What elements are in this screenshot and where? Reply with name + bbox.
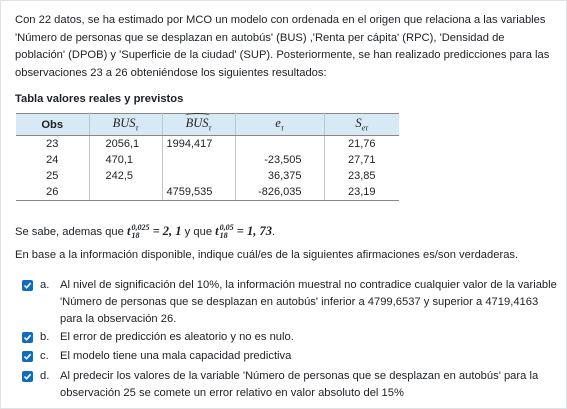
checkbox-d[interactable]	[22, 371, 33, 382]
table-row: 24 470,1 -23,505 27,71	[16, 152, 399, 168]
checkbox-a[interactable]	[22, 280, 33, 291]
table-title: Tabla valores reales y previstos	[15, 93, 184, 105]
table-header-row: Obs BUSτ BUSτ eτ Seτ	[16, 113, 399, 136]
option-letter: d.	[40, 370, 50, 382]
cell-bus	[89, 184, 163, 201]
cell-s: 21,76	[347, 138, 376, 150]
t-value-1: t0,025 18 = 2, 1	[126, 223, 182, 241]
cell-e	[235, 135, 325, 152]
cell-obs: 23	[16, 135, 90, 152]
header-s: Seτ	[324, 113, 399, 136]
header-bus: BUSτ	[89, 113, 163, 136]
header-e: eτ	[235, 113, 325, 136]
table-row: 25 242,5 36,375 23,85	[16, 168, 399, 184]
option-letter: a.	[40, 279, 50, 291]
check-icon	[23, 282, 32, 289]
cell-bus-hat	[162, 168, 236, 184]
cell-s: 27,71	[347, 154, 376, 166]
cell-s: 23,19	[324, 184, 399, 201]
cell-e: -826,035	[235, 184, 325, 201]
option-text: Al predecir los valores de la variable '…	[60, 370, 539, 399]
t-value-2: t0,05 18 = 1, 73	[215, 223, 273, 241]
checkbox-c[interactable]	[22, 351, 33, 362]
table-row: 26 4759,535 -826,035 23,19	[16, 184, 399, 201]
cell-s: 23,85	[347, 170, 376, 182]
table-row: 23 2056,1 1994,417 21,76	[16, 135, 399, 152]
cell-obs: 25	[16, 168, 90, 184]
checkbox-b[interactable]	[22, 332, 33, 343]
option-text: Al nivel de significación del 10%, la in…	[60, 279, 557, 325]
cell-bus: 242,5	[89, 168, 163, 184]
option-text: El modelo tiene una mala capacidad predi…	[60, 350, 292, 362]
option-letter: c.	[40, 350, 49, 362]
instruction-text: En base a la información disponible, ind…	[15, 249, 519, 261]
check-icon	[23, 353, 32, 360]
cell-e: 36,375	[235, 168, 325, 184]
values-table: Obs BUSτ BUSτ eτ Seτ 23 2056,1 1994,417 …	[16, 113, 399, 201]
option-b[interactable]: b. El error de predicción es aleatorio y…	[22, 329, 557, 346]
option-a[interactable]: a. Al nivel de significación del 10%, la…	[22, 277, 557, 328]
cell-e: -23,505	[235, 152, 325, 168]
cell-bus-hat: 4759,535	[162, 184, 236, 201]
option-letter: b.	[40, 331, 50, 343]
cell-obs: 24	[16, 152, 90, 168]
option-c[interactable]: c. El modelo tiene una mala capacidad pr…	[22, 348, 557, 365]
cell-bus-hat	[162, 152, 236, 168]
cell-obs: 26	[16, 184, 90, 201]
question-intro: Con 22 datos, se ha estimado por MCO un …	[15, 14, 550, 79]
header-bus-hat: BUSτ	[162, 113, 236, 136]
option-d[interactable]: d. Al predecir los valores de la variabl…	[22, 368, 557, 402]
check-icon	[23, 334, 32, 341]
cell-bus: 470,1	[89, 152, 163, 168]
check-icon	[23, 373, 32, 380]
option-text: El error de predicción es aleatorio y no…	[60, 331, 294, 343]
critical-values-text: Se sabe, ademas que t0,025 18 = 2, 1 y qu…	[15, 223, 276, 241]
cell-bus-hat: 1994,417	[162, 135, 236, 152]
header-obs: Obs	[16, 113, 90, 136]
cell-bus: 2056,1	[89, 135, 163, 152]
